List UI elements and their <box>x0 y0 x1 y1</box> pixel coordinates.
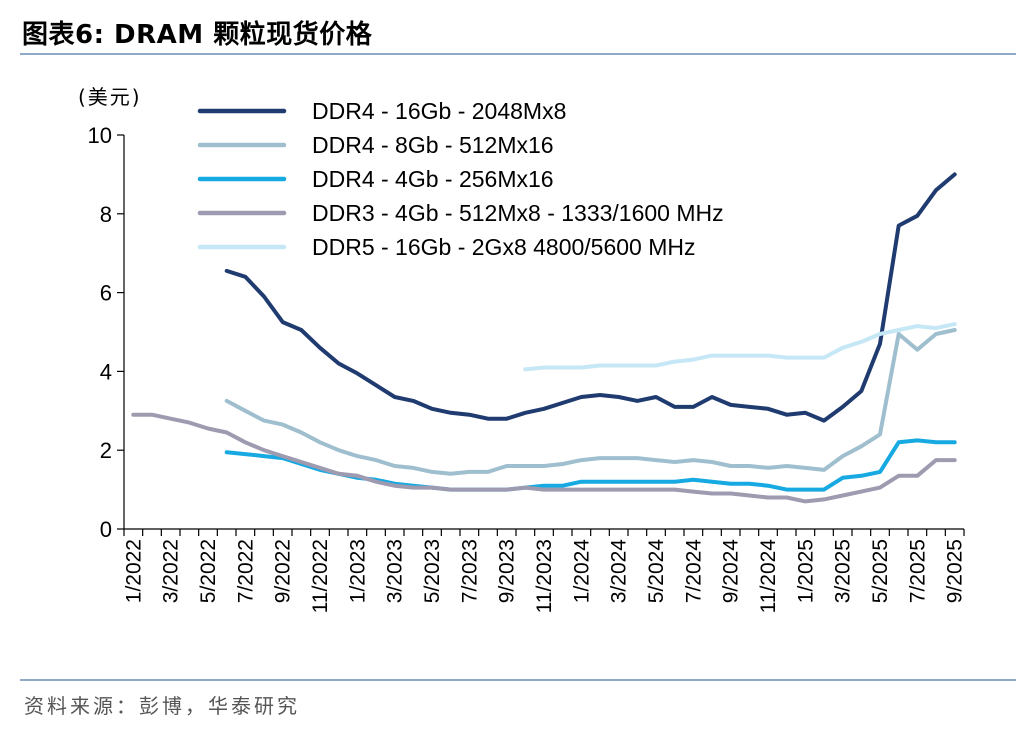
legend-label: DDR3 - 4Gb - 512Mx8 - 1333/1600 MHz <box>312 200 724 226</box>
x-tick-label: 7/2025 <box>906 539 929 603</box>
x-tick-label: 3/2024 <box>608 539 631 604</box>
top-divider <box>20 53 1016 55</box>
y-unit-label: (美元) <box>78 85 142 109</box>
x-tick-label: 11/2023 <box>533 539 556 613</box>
y-tick-label: 2 <box>100 438 112 463</box>
x-tick-label: 7/2022 <box>234 539 257 603</box>
x-tick-label: 9/2024 <box>720 539 743 604</box>
bottom-divider <box>20 679 1016 681</box>
y-tick-label: 4 <box>100 359 112 384</box>
y-tick-label: 10 <box>88 123 112 148</box>
series-line-0 <box>224 172 957 423</box>
x-axis: 1/2022 3/2022 5/2022 7/2022 9/2022 11/2022 1/2… <box>122 528 967 614</box>
x-tick-label: 1/2022 <box>122 539 145 603</box>
legend-label: DDR4 - 4Gb - 256Mx16 <box>312 166 554 192</box>
x-tick-label: 7/2024 <box>682 539 705 604</box>
series-line-1 <box>224 328 957 476</box>
x-tick-label: 5/2022 <box>197 539 220 603</box>
x-tick-label: 3/2023 <box>384 539 407 603</box>
x-tick-label: 1/2024 <box>570 539 593 604</box>
y-tick-label: 0 <box>100 517 112 542</box>
series-line-4 <box>523 322 957 372</box>
x-tick-label: 5/2024 <box>645 539 668 604</box>
series-lines <box>131 172 957 504</box>
source-note: 资料来源：彭博，华泰研究 <box>24 694 300 718</box>
x-tick-label: 5/2025 <box>869 539 892 603</box>
legend-label: DDR5 - 16Gb - 2Gx8 4800/5600 MHz <box>312 234 696 260</box>
legend-label: DDR4 - 8Gb - 512Mx16 <box>312 132 554 158</box>
series-line-3 <box>131 412 957 504</box>
legend: DDR4 - 16Gb - 2048Mx8 DDR4 - 8Gb - 512Mx1… <box>197 98 724 260</box>
x-tick-label: 9/2023 <box>496 539 519 603</box>
dram-price-chart: (美元) 0 2 4 6 8 10 1/2022 3/2022 5/2022 7/2022 9/2… <box>78 85 967 614</box>
y-tick-label: 6 <box>100 281 112 306</box>
y-axis: 0 2 4 6 8 10 <box>88 123 125 542</box>
x-tick-label: 9/2025 <box>944 539 967 603</box>
figure-title: 图表6: DRAM 颗粒现货价格 <box>22 20 373 50</box>
y-tick-label: 8 <box>100 202 112 227</box>
x-tick-label: 11/2024 <box>757 539 780 614</box>
x-tick-label: 9/2022 <box>272 539 295 603</box>
x-tick-label: 1/2025 <box>794 539 817 603</box>
x-tick-label: 3/2022 <box>160 539 183 603</box>
x-tick-label: 11/2022 <box>309 539 332 613</box>
x-tick-label: 3/2025 <box>832 539 855 603</box>
x-tick-label: 5/2023 <box>421 539 444 603</box>
x-tick-label: 7/2023 <box>458 539 481 603</box>
legend-label: DDR4 - 16Gb - 2048Mx8 <box>312 98 566 124</box>
x-tick-label: 1/2023 <box>346 539 369 603</box>
